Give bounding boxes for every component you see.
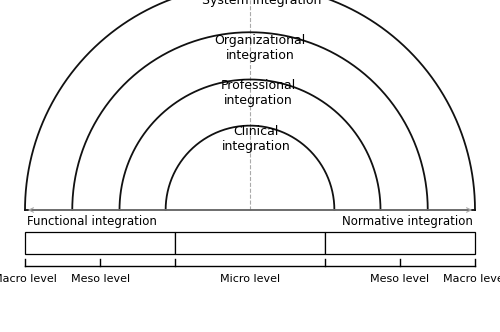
- Text: Macro level: Macro level: [0, 274, 57, 284]
- Text: Person-focused care: Person-focused care: [190, 236, 310, 250]
- Bar: [325, 232, 475, 254]
- Text: Clinical
integration: Clinical integration: [222, 125, 290, 153]
- Bar: [25, 232, 175, 254]
- Text: Micro level: Micro level: [220, 274, 280, 284]
- Text: Organizational
integration: Organizational integration: [214, 34, 306, 62]
- Text: System integration: System integration: [202, 0, 322, 7]
- Text: Macro level: Macro level: [443, 274, 500, 284]
- Text: Meso level: Meso level: [370, 274, 430, 284]
- Text: Meso level: Meso level: [70, 274, 130, 284]
- Text: Normative integration: Normative integration: [342, 215, 473, 228]
- Text: Population-based care: Population-based care: [334, 236, 466, 250]
- Bar: [175, 232, 325, 254]
- Text: Population-based care: Population-based care: [34, 236, 166, 250]
- Text: Professional
integration: Professional integration: [220, 79, 296, 107]
- Text: Functional integration: Functional integration: [27, 215, 157, 228]
